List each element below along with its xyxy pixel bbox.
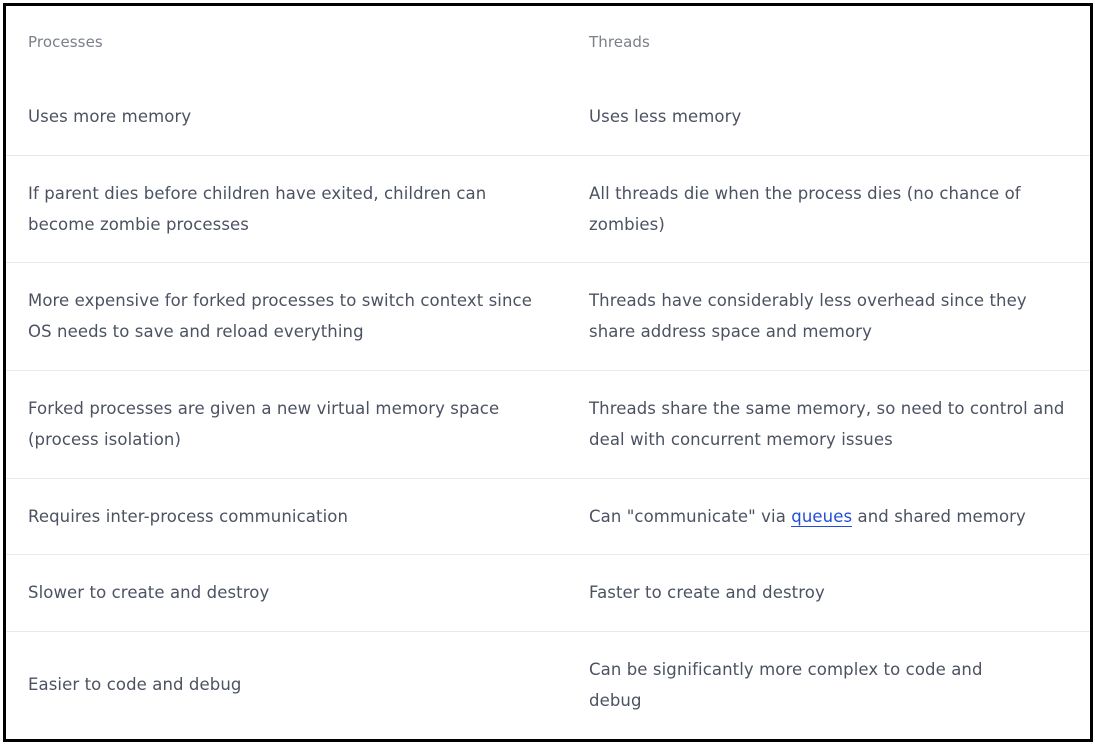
- process-cell: Requires inter-process communication: [28, 506, 349, 526]
- thread-cell: Uses less memory: [589, 106, 742, 126]
- thread-cell: Faster to create and destroy: [589, 583, 825, 602]
- comparison-table-frame: Processes Threads Uses more memory Uses …: [3, 3, 1093, 742]
- thread-cell: All threads die when the process dies (n…: [589, 183, 1021, 234]
- process-cell: Slower to create and destroy: [28, 583, 270, 602]
- queues-link[interactable]: queues: [791, 506, 853, 527]
- table-row: If parent dies before children have exit…: [6, 155, 1090, 262]
- process-cell: Uses more memory: [28, 106, 192, 126]
- process-cell: Forked processes are given a new virtual…: [28, 399, 500, 449]
- process-cell: More expensive for forked processes to s…: [28, 291, 532, 341]
- process-cell: Easier to code and debug: [28, 675, 242, 695]
- thread-cell-text: Can "communicate" via: [589, 506, 792, 526]
- process-cell: If parent dies before children have exit…: [28, 183, 487, 234]
- table-row: Uses more memory Uses less memory: [6, 78, 1090, 155]
- thread-cell-text: and shared memory: [852, 506, 1026, 526]
- table-row: More expensive for forked processes to s…: [6, 262, 1090, 370]
- table-row: Easier to code and debug Can be signific…: [6, 631, 1090, 738]
- thread-cell: Can be significantly more complex to cod…: [589, 659, 983, 710]
- header-threads: Threads: [589, 32, 650, 51]
- table-header-row: Processes Threads: [6, 6, 1090, 78]
- thread-cell: Threads have considerably less overhead …: [589, 291, 1027, 341]
- thread-cell: Threads share the same memory, so need t…: [589, 399, 1065, 449]
- header-processes: Processes: [28, 32, 103, 51]
- table-row: Requires inter-process communication Can…: [6, 478, 1090, 554]
- table-row: Forked processes are given a new virtual…: [6, 370, 1090, 478]
- thread-cell: Can "communicate" via queues and shared …: [567, 478, 1090, 554]
- table-row: Slower to create and destroy Faster to c…: [6, 554, 1090, 631]
- comparison-table: Processes Threads Uses more memory Uses …: [6, 6, 1090, 738]
